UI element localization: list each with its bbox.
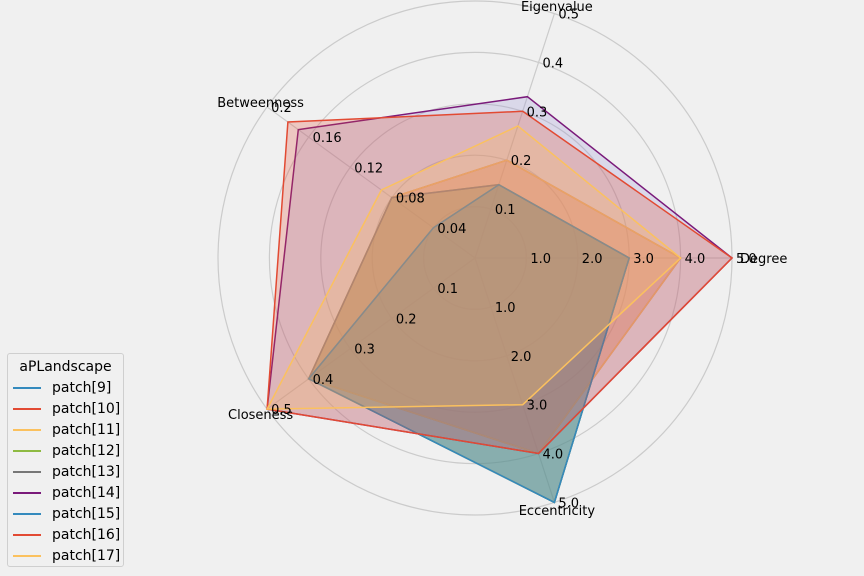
legend-swatch [13,470,41,473]
series-area-2 [308,160,681,454]
series-area-8 [267,126,681,410]
tick-label-closeness-5: 0.5 [271,403,292,418]
tick-label-eccentricity-2: 2.0 [511,350,532,365]
legend-item: patch[10] [8,398,123,419]
legend-swatch [13,449,41,452]
axis-label-closeness: Closeness [228,408,293,423]
spoke-eccentricity [474,257,555,503]
legend-label: patch[13] [52,463,121,480]
series-area-0 [308,184,630,503]
axis-label-betweenness: Betweenness [217,96,304,111]
legend-swatch [13,491,41,494]
series-area-6 [308,184,630,503]
series-area-7 [267,111,732,454]
legend-swatch [13,554,41,557]
legend-label: patch[9] [52,379,112,396]
legend-item: patch[9] [8,377,123,398]
tick-label-degree-4: 4.0 [685,252,706,267]
series-line-6 [307,183,631,504]
tick-label-eigenvalue-5: 0.5 [558,8,579,23]
series-area-5 [267,96,732,454]
tick-label-eccentricity-3: 3.0 [527,399,548,414]
axis-label-eccentricity: Eccentricity [519,504,596,519]
axis-label-degree: Degree [740,252,787,267]
legend-item: patch[12] [8,440,123,461]
tick-label-closeness-4: 0.4 [313,373,334,388]
tick-label-closeness-3: 0.3 [354,343,375,358]
legend-swatch [13,407,41,410]
radar-labels: 1.0 2.0 3.0 4.0 5.0 0.1 0.2 0.3 0.4 0.5 0.04 0.08 0.… [217,0,787,519]
tick-label-eccentricity-4: 4.0 [543,448,564,463]
radar-series [265,95,734,504]
legend-item: patch[17] [8,545,123,566]
series-line-8 [265,125,682,410]
tick-label-eccentricity-5: 5.0 [558,496,579,511]
tick-label-eigenvalue-2: 0.2 [511,154,532,169]
legend-label: patch[10] [52,400,121,417]
legend-label: patch[11] [52,421,121,438]
tick-label-eccentricity-1: 1.0 [495,301,516,316]
tick-label-eigenvalue-4: 0.4 [543,56,564,71]
spoke-betweenness [266,106,476,259]
legend-swatch [13,428,41,431]
tick-label-eigenvalue-1: 0.1 [495,203,516,218]
series-line-7 [266,110,734,455]
tick-label-betweenness-3: 0.12 [354,161,383,176]
legend-swatch [13,386,41,389]
legend-label: patch[16] [52,526,121,543]
legend-items: patch[9] patch[10] patch[11] patch[12] patch… [8,377,123,566]
legend-label: patch[14] [52,484,121,501]
legend-item: patch[13] [8,461,123,482]
tick-label-betweenness-1: 0.04 [437,222,466,237]
tick-label-degree-1: 1.0 [530,252,551,267]
legend-item: patch[15] [8,503,123,524]
tick-label-degree-2: 2.0 [582,252,603,267]
tick-label-betweenness-5: 0.2 [271,101,292,116]
axis-label-eigenvalue: Eigenvalue [521,0,593,15]
tick-label-degree-3: 3.0 [633,252,654,267]
legend-item: patch[14] [8,482,123,503]
tick-label-closeness-1: 0.1 [437,282,458,297]
tick-label-closeness-2: 0.2 [396,312,417,327]
legend-title: aPLandscape [19,359,112,375]
legend-label: patch[17] [52,547,121,564]
tick-label-betweenness-2: 0.08 [396,192,425,207]
legend: aPLandscape patch[9] patch[10] patch[11] pa… [7,353,124,567]
series-area-4 [308,184,630,503]
legend-label: patch[15] [52,505,121,522]
series-area-1 [308,160,681,454]
legend-swatch [13,512,41,515]
legend-item: patch[16] [8,524,123,545]
legend-item: patch[11] [8,419,123,440]
series-area-3 [308,184,630,503]
tick-label-eigenvalue-3: 0.3 [527,105,548,120]
spoke-eigenvalue [474,13,555,259]
spoke-closeness [266,257,476,410]
legend-swatch [13,533,41,536]
legend-label: patch[12] [52,442,121,459]
tick-label-betweenness-4: 0.16 [313,131,342,146]
tick-label-degree-5: 5.0 [736,252,757,267]
